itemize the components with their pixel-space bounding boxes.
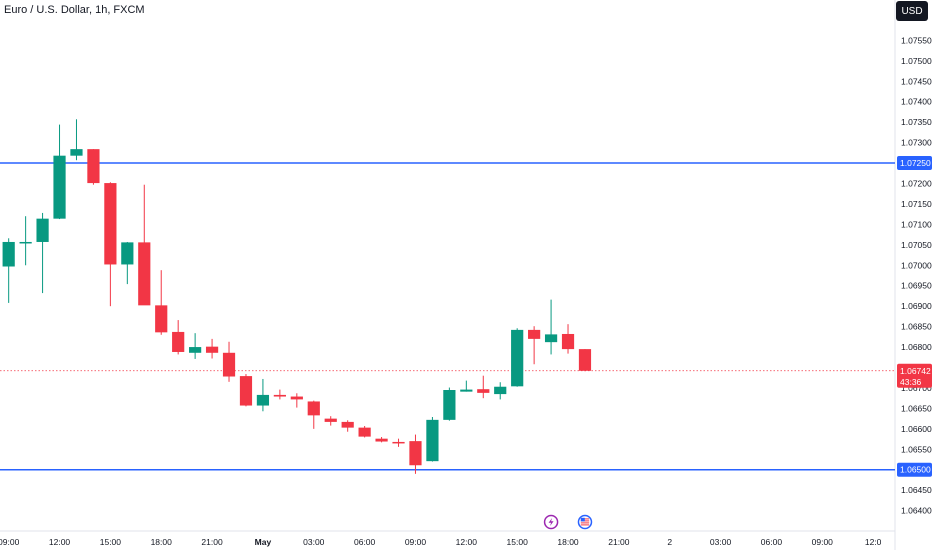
- candle-body[interactable]: [205, 346, 219, 353]
- candle-body[interactable]: [358, 427, 371, 437]
- time-tick-label: 03:00: [303, 537, 325, 547]
- candle-body[interactable]: [561, 333, 575, 350]
- candle-body[interactable]: [104, 183, 117, 265]
- candle-body[interactable]: [222, 352, 236, 377]
- time-tick-label: 15:00: [507, 537, 529, 547]
- candle-body[interactable]: [307, 401, 320, 416]
- candle-body[interactable]: [460, 389, 473, 392]
- candle-body[interactable]: [528, 329, 541, 339]
- candle-body[interactable]: [189, 347, 202, 353]
- candle-body[interactable]: [273, 394, 286, 397]
- price-tick-label: 1.07400: [901, 97, 932, 107]
- candle-body[interactable]: [70, 149, 83, 156]
- candle-body[interactable]: [578, 349, 592, 371]
- price-tick-label: 1.07350: [901, 117, 932, 127]
- time-tick-label: 12:00: [456, 537, 478, 547]
- candle-body[interactable]: [155, 305, 168, 333]
- candle-body[interactable]: [494, 386, 507, 395]
- time-tick-label: 12:00: [49, 537, 71, 547]
- time-tick-label: 03:00: [710, 537, 732, 547]
- time-tick-label: 21:00: [201, 537, 223, 547]
- time-tick-label: 09:00: [812, 537, 834, 547]
- time-tick-label: 09:00: [405, 537, 427, 547]
- level-price-label: 1.06500: [900, 465, 931, 475]
- candle-body[interactable]: [121, 242, 134, 265]
- level-price-tag: [897, 462, 932, 477]
- bar-countdown-label: 43:36: [900, 377, 922, 387]
- time-tick-label: 18:00: [151, 537, 173, 547]
- price-tick-label: 1.07200: [901, 178, 932, 188]
- candle-body[interactable]: [392, 441, 405, 444]
- candle-body[interactable]: [239, 376, 253, 406]
- price-tick-label: 1.07300: [901, 138, 932, 148]
- price-tick-label: 1.07550: [901, 35, 932, 45]
- candle-body[interactable]: [36, 218, 49, 242]
- us-flag-event-icon[interactable]: [577, 514, 593, 530]
- candle-body[interactable]: [426, 419, 439, 462]
- time-tick-label: 21:00: [608, 537, 630, 547]
- price-tick-label: 1.06700: [901, 383, 932, 393]
- currency-button[interactable]: USD: [896, 1, 928, 21]
- candle-body[interactable]: [2, 241, 15, 267]
- candle-body[interactable]: [324, 418, 337, 422]
- price-tick-label: 1.06450: [901, 485, 932, 495]
- time-tick-label: 15:00: [100, 537, 122, 547]
- candle-body[interactable]: [511, 329, 524, 387]
- price-tick-label: 1.06800: [901, 342, 932, 352]
- price-tick-label: 1.06950: [901, 281, 932, 291]
- price-tick-label: 1.06550: [901, 444, 932, 454]
- candle-body[interactable]: [341, 421, 354, 428]
- candle-body[interactable]: [477, 389, 490, 393]
- price-tick-label: 1.07050: [901, 240, 932, 250]
- price-tick-label: 1.06850: [901, 322, 932, 332]
- current-price-tag: [897, 363, 932, 388]
- price-tick-label: 1.06400: [901, 506, 932, 516]
- price-tick-label: 1.06600: [901, 424, 932, 434]
- time-tick-label: 06:00: [761, 537, 783, 547]
- price-tick-label: 1.06900: [901, 301, 932, 311]
- time-tick-label: 12:0: [865, 537, 882, 547]
- level-price-label: 1.07250: [900, 158, 931, 168]
- candle-body[interactable]: [443, 390, 456, 420]
- time-tick-label: 06:00: [354, 537, 376, 547]
- candle-body[interactable]: [375, 438, 388, 442]
- price-tick-label: 1.07100: [901, 219, 932, 229]
- current-price-label: 1.06742: [900, 366, 931, 376]
- price-tick-label: 1.07150: [901, 199, 932, 209]
- candle-body[interactable]: [544, 334, 558, 343]
- time-tick-label: 2: [667, 537, 672, 547]
- candle-body[interactable]: [19, 241, 32, 244]
- candle-body[interactable]: [138, 242, 151, 306]
- level-price-tag: [897, 156, 932, 171]
- time-tick-label: 18:00: [557, 537, 579, 547]
- price-tick-label: 1.07000: [901, 260, 932, 270]
- lightning-event-icon[interactable]: [543, 514, 559, 530]
- candle-body[interactable]: [172, 331, 185, 352]
- price-tick-label: 1.07500: [901, 56, 932, 66]
- time-tick-label: 09:00: [0, 537, 20, 547]
- candle-body[interactable]: [409, 441, 422, 466]
- candle-body[interactable]: [87, 149, 100, 184]
- time-tick-label: May: [255, 537, 272, 547]
- candle-body[interactable]: [290, 396, 303, 400]
- chart-title: Euro / U.S. Dollar, 1h, FXCM: [4, 4, 145, 16]
- candle-body[interactable]: [53, 155, 66, 219]
- price-tick-label: 1.06650: [901, 403, 932, 413]
- candle-body[interactable]: [256, 394, 270, 406]
- price-tick-label: 1.07450: [901, 76, 932, 86]
